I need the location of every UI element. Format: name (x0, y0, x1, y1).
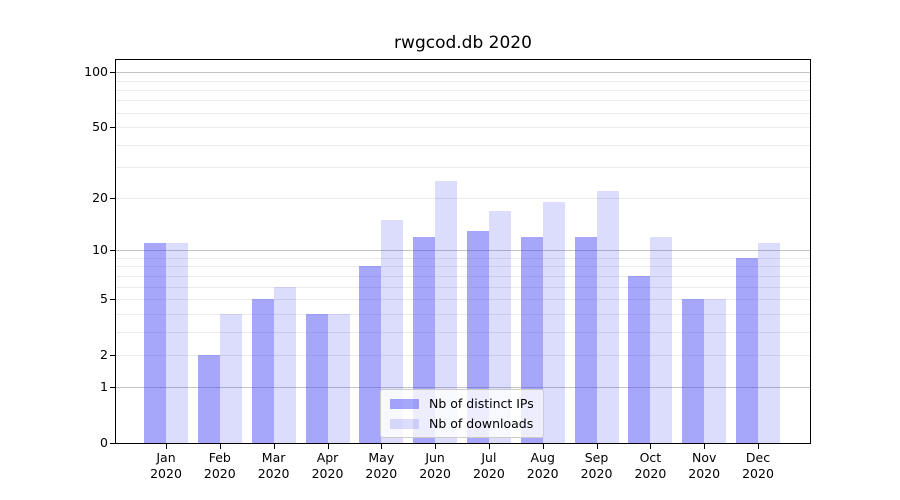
x-tick-mark (273, 444, 275, 449)
bar-distinct-ips (736, 257, 758, 443)
gridline-minor (116, 299, 810, 300)
gridline-minor (116, 198, 810, 200)
x-tick-label: Mar 2020 (257, 450, 290, 481)
gridline-minor (116, 144, 810, 146)
gridline-minor (116, 100, 810, 102)
gridline-major (116, 387, 810, 389)
bar-downloads (435, 181, 458, 443)
y-tick-mark (110, 198, 115, 200)
x-tick-label: May 2020 (365, 450, 398, 481)
x-tick-mark (596, 444, 598, 449)
bar-downloads (219, 313, 242, 443)
gridline-minor (116, 266, 810, 268)
y-tick-label: 100 (84, 64, 108, 80)
y-tick-label: 2 (100, 346, 108, 362)
y-tick-mark (110, 443, 115, 444)
bar-distinct-ips (251, 299, 274, 443)
bar-distinct-ips (682, 299, 705, 443)
gridline-minor (116, 80, 810, 82)
x-tick-label: Aug 2020 (526, 450, 559, 481)
y-tick-label: 10 (92, 242, 108, 258)
x-tick-label: Jul 2020 (472, 450, 505, 481)
gridline-minor (116, 89, 810, 91)
gridline-minor (116, 257, 810, 259)
x-tick-label: Jun 2020 (419, 450, 451, 481)
y-tick-mark (110, 72, 115, 74)
x-tick-mark (435, 444, 437, 449)
legend-label: Nb of downloads (429, 416, 534, 431)
bar-downloads (166, 243, 188, 443)
bar-downloads (327, 313, 350, 443)
bar-downloads (758, 243, 780, 443)
y-tick-label: 5 (100, 291, 108, 306)
bar-distinct-ips (359, 266, 382, 443)
gridline-major (116, 72, 810, 74)
bar-distinct-ips (144, 243, 166, 443)
y-tick-mark (110, 299, 115, 300)
gridline-minor (116, 286, 810, 288)
x-tick-label: Oct 2020 (634, 450, 667, 481)
x-tick-label: Apr 2020 (311, 450, 344, 481)
gridline-minor (116, 313, 810, 315)
gridline-minor (116, 167, 810, 168)
x-tick-mark (219, 444, 221, 449)
y-tick-label: 1 (100, 379, 108, 395)
gridline-major (116, 250, 810, 252)
gridline-minor (116, 354, 810, 356)
y-tick-label: 50 (92, 119, 108, 134)
bar-distinct-ips (305, 313, 328, 443)
legend-item: Nb of distinct IPs (390, 395, 534, 412)
y-tick-mark (110, 250, 115, 252)
x-tick-label: Dec 2020 (742, 450, 774, 481)
x-tick-mark (166, 444, 167, 449)
bar-distinct-ips (628, 275, 651, 443)
y-tick-mark (110, 354, 115, 356)
x-tick-mark (704, 444, 706, 449)
y-tick-label: 20 (92, 190, 108, 206)
gridline-minor (116, 275, 810, 277)
legend-swatch-distinct-ips (390, 398, 419, 409)
x-tick-mark (758, 444, 759, 449)
legend-item: Nb of downloads (390, 415, 534, 432)
bar-distinct-ips (574, 236, 597, 443)
bar-downloads (488, 210, 511, 443)
legend-swatch-downloads (390, 418, 419, 429)
bar-downloads (596, 191, 619, 443)
bar-downloads (542, 202, 565, 443)
x-tick-label: Nov 2020 (688, 450, 721, 481)
bar-downloads (650, 236, 673, 443)
y-tick-mark (110, 387, 115, 389)
gridline-minor (116, 127, 810, 128)
chart-title: rwgcod.db 2020 (394, 33, 532, 53)
gridline-minor (116, 112, 810, 114)
gridline-minor (116, 331, 810, 333)
bar-downloads (381, 220, 404, 443)
x-tick-mark (488, 444, 490, 449)
x-tick-mark (327, 444, 329, 449)
y-tick-mark (110, 127, 115, 128)
x-tick-label: Jan 2020 (150, 450, 182, 481)
y-tick-label: 0 (100, 435, 108, 450)
x-tick-label: Feb 2020 (203, 450, 236, 481)
bar-downloads (273, 286, 296, 443)
bar-downloads (704, 299, 727, 443)
bar-distinct-ips (197, 354, 220, 443)
legend-label: Nb of distinct IPs (429, 396, 534, 411)
x-tick-label: Sep 2020 (580, 450, 613, 481)
x-tick-mark (650, 444, 652, 449)
x-tick-mark (542, 444, 544, 449)
legend: Nb of distinct IPs Nb of downloads (380, 389, 544, 438)
x-tick-mark (381, 444, 383, 449)
plot-area: Nb of distinct IPs Nb of downloads (115, 59, 811, 444)
